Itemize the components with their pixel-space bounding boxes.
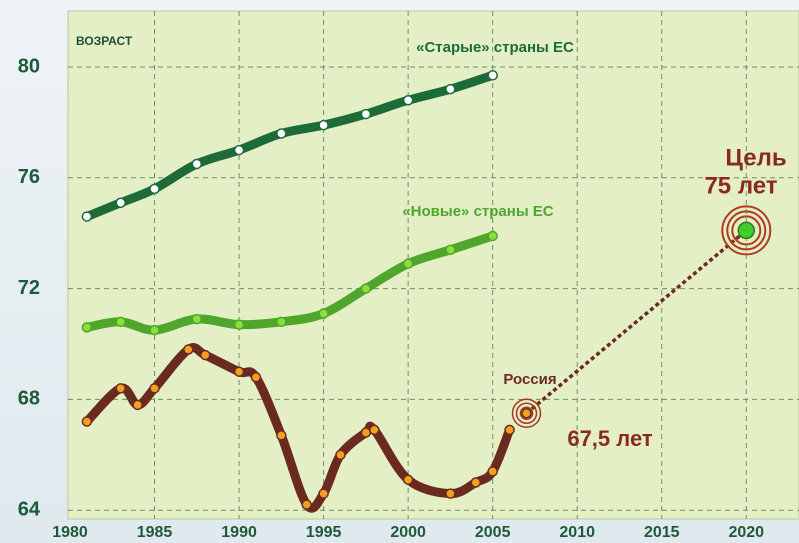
x-tick-label: 2015 [644,524,680,541]
x-tick-label: 2005 [475,524,511,541]
data-point [250,371,262,383]
data-point [335,449,346,461]
goal-label: 75 лет [704,172,777,199]
goal-ring [731,215,762,246]
series-label: «Новые» страны ЕС [402,203,553,220]
data-point [318,308,329,319]
data-point [470,477,482,488]
data-point [360,108,372,120]
data-point [233,144,245,156]
data-point [301,499,312,510]
data-point [445,488,456,499]
data-point [402,94,414,106]
x-tick-label: 2020 [728,524,764,541]
data-point [318,119,329,131]
data-point [149,324,160,336]
data-point [318,488,329,499]
current-ring [511,398,542,428]
data-point [115,197,126,208]
data-point [115,383,126,394]
series-label: «Старые» страны ЕС [416,39,574,56]
goal-ring [726,210,767,251]
data-point [360,427,372,438]
data-point [276,128,287,139]
data-point [233,366,245,377]
data-point [115,316,126,328]
data-point [149,383,160,394]
current-ring [515,402,538,424]
data-point [200,349,211,361]
data-point [183,344,194,355]
data-point [445,244,456,256]
x-tick-label: 1990 [221,524,257,541]
y-tick-label: 68 [18,388,40,410]
data-point [233,319,245,330]
current-point [521,407,532,419]
goal-label: Цель [725,144,786,171]
current-label: 67,5 лет [567,426,653,451]
y-tick-label: 64 [18,498,41,520]
data-point [276,316,287,328]
plot-area [67,10,799,520]
current-ring [519,406,534,420]
data-point [369,424,380,436]
data-point [504,424,515,436]
data-point [81,211,93,222]
series-label: Россия [503,371,556,388]
data-point [487,230,498,242]
data-point [81,322,93,333]
data-point [402,474,414,485]
data-point [276,430,287,441]
data-point [402,258,414,269]
y-tick-label: 76 [18,166,40,188]
goal-ring [721,205,772,256]
data-point [191,158,203,170]
x-tick-label: 1995 [306,524,342,541]
x-tick-label: 1980 [52,524,88,541]
goal-point [737,221,756,240]
target-trend [525,229,748,415]
data-point [191,313,203,325]
y-tick-label: 72 [18,277,40,299]
data-point [132,399,143,411]
data-point [487,466,498,477]
x-tick-label: 2010 [559,524,595,541]
x-tick-label: 2000 [390,524,426,541]
data-point [360,283,372,294]
data-point [487,70,498,81]
y-tick-label: 80 [18,55,40,77]
x-tick-label: 1985 [137,524,173,541]
y-axis-label: ВОЗРАСТ [76,34,133,48]
data-point [81,416,93,427]
data-point [445,83,456,95]
data-point [149,183,160,195]
